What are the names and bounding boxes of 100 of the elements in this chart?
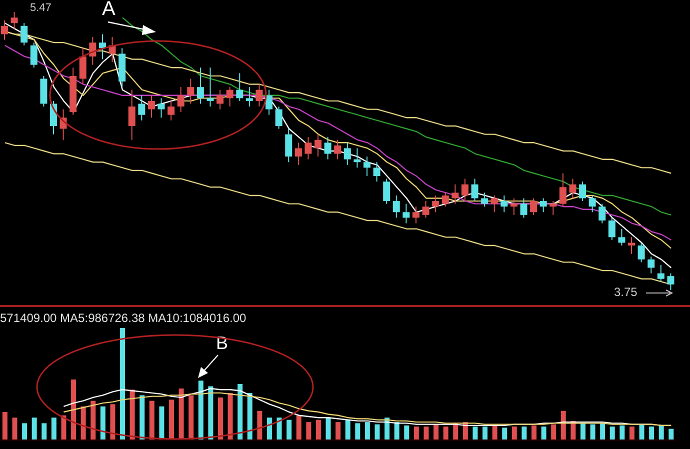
bar xyxy=(266,418,272,440)
bar xyxy=(336,422,341,440)
candlestick xyxy=(344,142,351,166)
candlestick xyxy=(608,217,616,240)
bar xyxy=(326,418,331,440)
candlestick xyxy=(490,194,498,213)
bar xyxy=(639,424,644,440)
candlestick xyxy=(10,12,18,30)
bar xyxy=(541,426,546,440)
bar xyxy=(140,395,145,440)
bar xyxy=(502,428,508,440)
candlestick xyxy=(148,94,155,118)
bar xyxy=(610,426,615,440)
candlestick xyxy=(412,206,420,224)
candlestick xyxy=(98,34,106,60)
bar xyxy=(90,400,96,440)
candlestick xyxy=(638,242,645,263)
bar xyxy=(414,426,419,440)
bar xyxy=(228,392,233,440)
bar xyxy=(218,397,223,440)
bar xyxy=(159,406,164,440)
bar xyxy=(286,420,292,440)
candlestick xyxy=(667,272,674,290)
candlestick xyxy=(481,192,488,208)
bar xyxy=(374,424,380,440)
bar xyxy=(61,415,66,440)
candlestick xyxy=(128,89,136,140)
bar xyxy=(276,418,282,440)
bar xyxy=(208,386,214,440)
bar xyxy=(590,424,596,440)
candlestick xyxy=(266,89,273,116)
candlestick xyxy=(500,194,508,213)
bar xyxy=(149,400,154,440)
bar xyxy=(364,422,370,440)
candlestick xyxy=(550,200,557,216)
bar xyxy=(600,423,606,440)
candlestick xyxy=(304,136,312,160)
candlestick xyxy=(452,184,459,204)
bar xyxy=(472,426,478,440)
annotation: A xyxy=(102,0,116,21)
candlestick xyxy=(187,78,194,104)
candlestick xyxy=(588,194,596,213)
bar xyxy=(580,423,586,440)
candlestick xyxy=(383,178,390,204)
bar xyxy=(316,420,321,440)
candlestick xyxy=(628,236,636,254)
bar xyxy=(658,425,664,440)
candlestick xyxy=(559,172,566,208)
candlestick xyxy=(20,22,28,46)
candlestick xyxy=(196,67,204,104)
bar xyxy=(257,410,262,440)
candlestick xyxy=(246,86,253,108)
candlestick xyxy=(236,72,244,102)
candlestick xyxy=(373,162,380,182)
bar xyxy=(531,425,536,440)
candlestick xyxy=(216,89,224,110)
candlestick xyxy=(294,142,302,166)
annotation: 3.75 xyxy=(614,285,638,299)
candlestick xyxy=(256,84,263,108)
bar xyxy=(434,424,439,440)
candlestick xyxy=(569,178,576,199)
bar xyxy=(32,418,37,440)
candlestick xyxy=(392,194,400,218)
bar xyxy=(443,426,448,440)
candlestick xyxy=(520,198,528,218)
candlestick xyxy=(314,134,322,158)
bar xyxy=(668,428,674,440)
bar xyxy=(296,415,302,440)
bar xyxy=(404,425,410,440)
bar xyxy=(120,328,126,440)
candlestick xyxy=(285,128,292,163)
bar xyxy=(42,423,47,440)
bar xyxy=(178,388,184,440)
bar xyxy=(12,418,18,440)
bar xyxy=(620,425,625,440)
bar xyxy=(22,423,28,440)
candlestick xyxy=(79,48,86,85)
candlestick xyxy=(158,98,165,118)
bar xyxy=(394,422,400,440)
bar xyxy=(2,412,8,440)
bar xyxy=(71,380,76,440)
candlestick xyxy=(510,198,518,216)
candlestick xyxy=(422,200,430,218)
bar xyxy=(629,426,634,440)
candlestick xyxy=(324,136,332,160)
candlestick xyxy=(402,203,410,224)
bar xyxy=(100,406,106,440)
bar xyxy=(345,420,350,440)
candlestick xyxy=(168,100,175,121)
candlestick xyxy=(363,156,370,177)
candlestick xyxy=(442,192,449,208)
candlestick xyxy=(598,203,606,224)
candlestick xyxy=(275,106,282,130)
bar xyxy=(551,424,556,440)
candlestick xyxy=(226,86,234,108)
bar xyxy=(512,426,517,440)
bar xyxy=(424,426,429,440)
bar xyxy=(110,404,116,440)
bar xyxy=(247,392,252,440)
bar xyxy=(80,406,86,440)
